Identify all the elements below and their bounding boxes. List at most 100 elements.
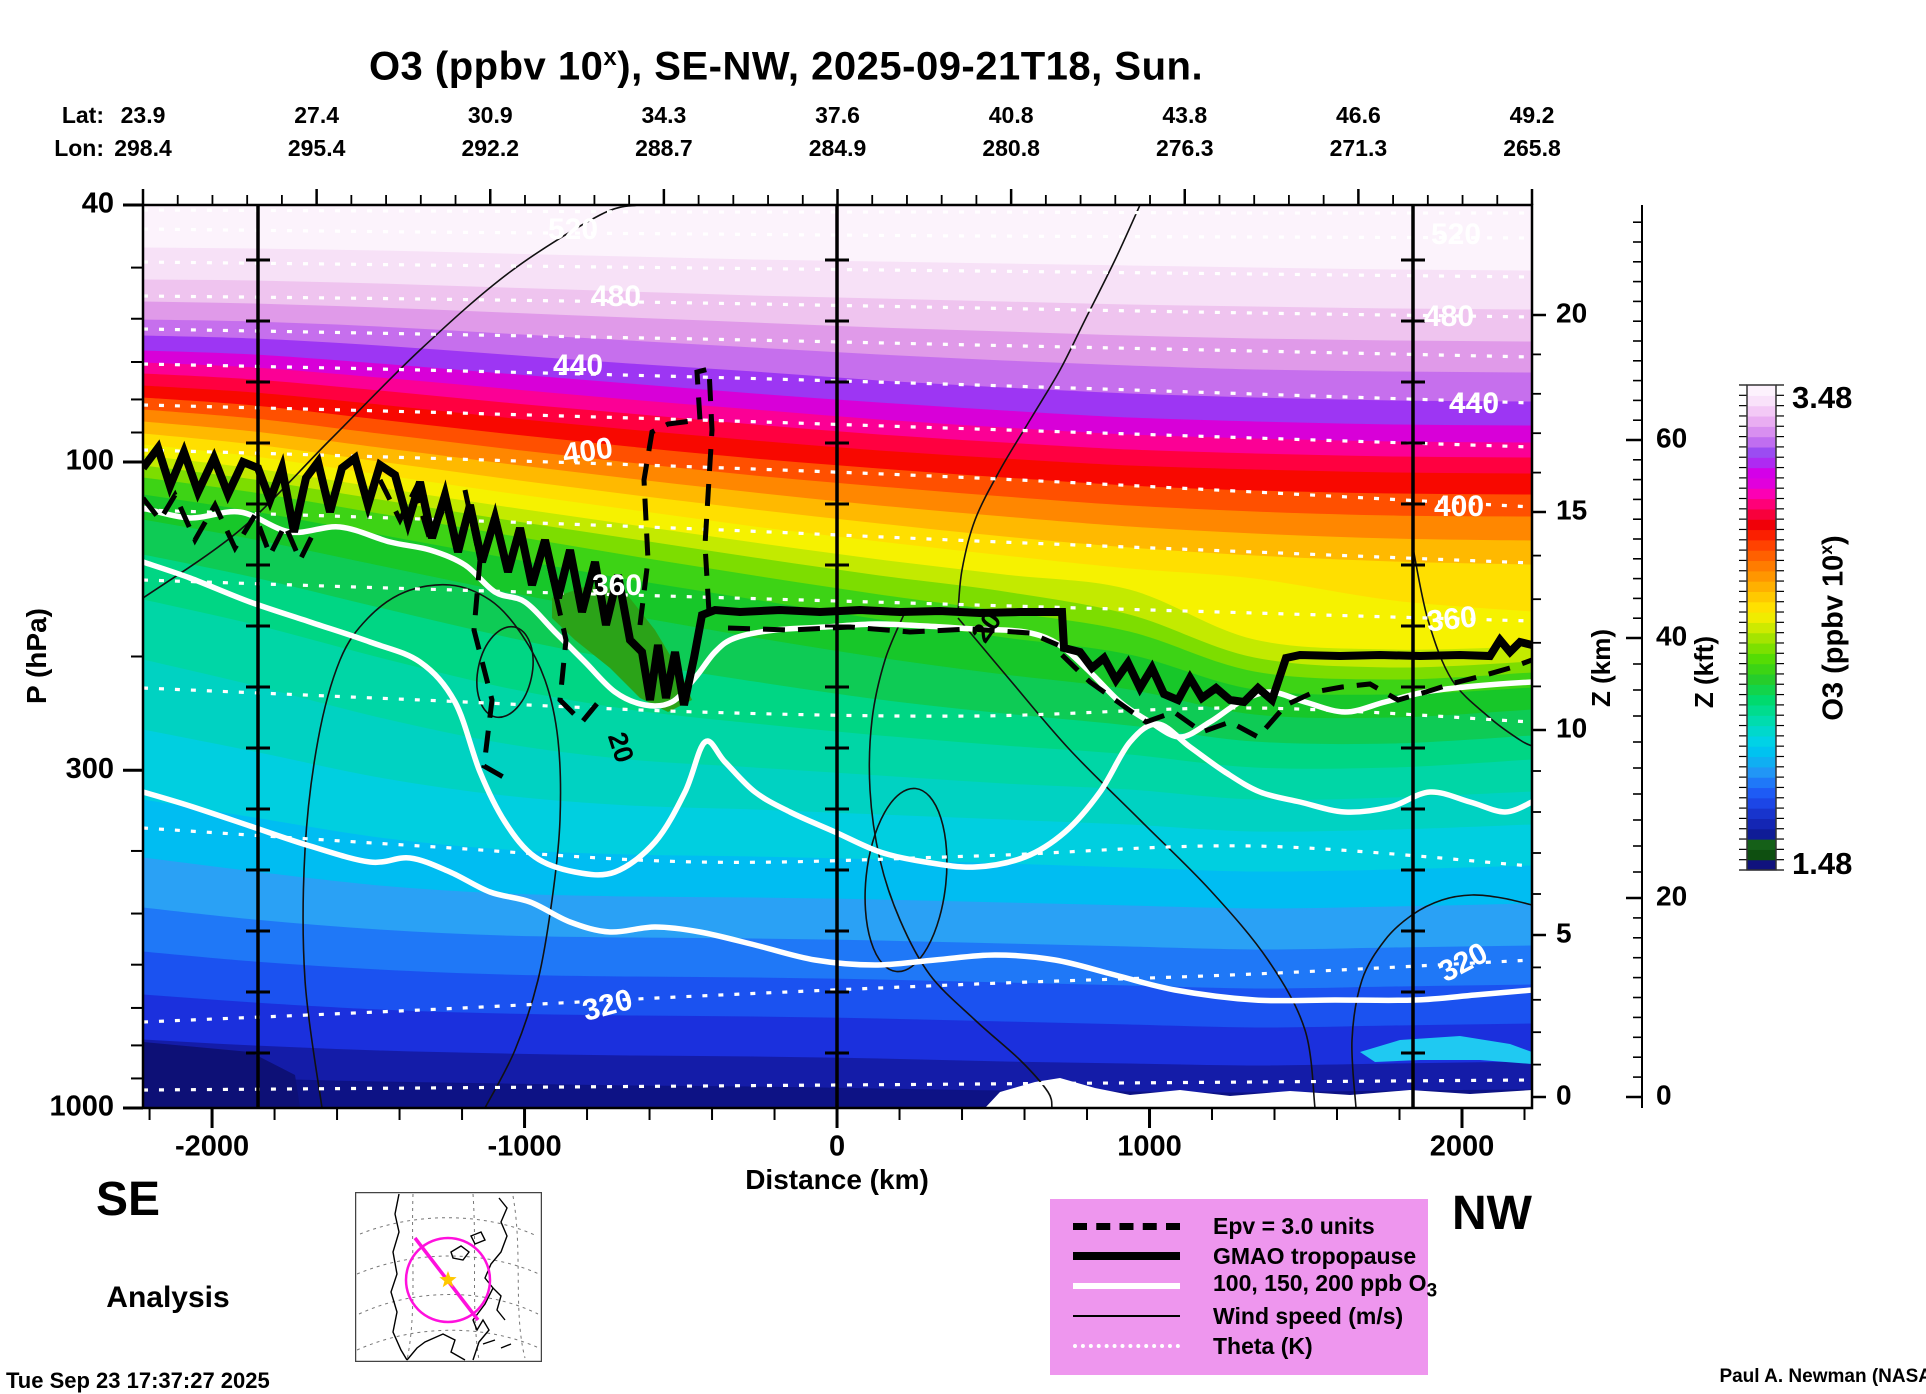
wind-contour (1412, 547, 1532, 747)
theta-label: 360 (592, 569, 642, 602)
axis-tick-label: 40 (1656, 620, 1687, 651)
colorbar-swatch (1747, 642, 1776, 654)
legend-item-o3: 100, 150, 200 ppb O3 (1050, 1270, 1437, 1301)
legend-label-o3-text: 100, 150, 200 ppb O (1213, 1269, 1427, 1296)
legend-label-o3-sub: 3 (1426, 1280, 1438, 1302)
axis-tick-label: 20 (1556, 297, 1587, 328)
o3-isopleth (143, 559, 1532, 878)
axis-tick-label: -1000 (487, 1131, 561, 1163)
lat-row-label: Lat: (61, 102, 104, 128)
colorbar-swatch (1747, 673, 1776, 685)
colorbar-swatch (1747, 632, 1776, 644)
lat-value: 30.9 (467, 102, 513, 128)
lat-value: 37.6 (815, 102, 860, 128)
wind-contour-loop (864, 787, 948, 973)
colorbar-swatch (1747, 446, 1776, 458)
legend-item-wind: Wind speed (m/s) (1050, 1301, 1428, 1331)
legend: Epv = 3.0 units GMAO tropopause 100, 150… (1050, 1199, 1437, 1375)
theta-contour-520 (143, 227, 1532, 240)
axis-tick-label: 60 (1656, 422, 1687, 453)
timestamp: Tue Sep 23 17:37:27 2025 (6, 1368, 270, 1393)
theta-contour-480 (143, 294, 1532, 319)
colorbar-swatch (1747, 622, 1776, 634)
map-coastline (390, 1193, 512, 1361)
epv-line-sample (1073, 1222, 1180, 1230)
z-km-axis-label: Z (km) (1586, 629, 1616, 707)
axis-tick-label: 0 (1656, 1079, 1672, 1110)
colorbar-swatch (1747, 570, 1776, 582)
theta-label: 360 (1425, 600, 1478, 638)
colorbar-swatch (1747, 601, 1776, 613)
colorbar-swatch (1747, 467, 1776, 479)
axis-tick-label: 1000 (1117, 1131, 1182, 1163)
colorbar (1739, 384, 1784, 871)
colorbar-swatch (1747, 684, 1776, 696)
axis-tick-label: -2000 (175, 1131, 249, 1163)
axis-tick-label: 0 (1556, 1079, 1572, 1110)
lat-value: 34.3 (641, 102, 687, 128)
theta-label: 440 (553, 349, 603, 382)
lon-value: 295.4 (287, 135, 346, 161)
page-title: O3 (ppbv 10x), SE-NW, 2025-09-21T18, Sun… (0, 44, 1572, 89)
colorbar-swatch (1747, 498, 1776, 510)
colorbar-swatch (1747, 715, 1776, 727)
colorbar-swatch (1747, 529, 1776, 541)
colorbar-swatch (1747, 756, 1776, 768)
epv-contour (1060, 653, 1532, 741)
map-range-circle (404, 1236, 492, 1324)
colorbar-swatch (1747, 395, 1776, 407)
theta-contour-420 (143, 403, 1532, 449)
lon-value: 276.3 (1155, 135, 1214, 161)
title-prefix: O3 (ppbv 10 (368, 44, 604, 89)
lat-value: 46.6 (1335, 102, 1381, 128)
colorbar-swatch (1747, 436, 1776, 448)
legend-label-o3: 100, 150, 200 ppb O3 (1213, 1270, 1437, 1303)
colorbar-title-prefix: O3 (ppbv 10 (1817, 554, 1850, 721)
theta-contour-440 (143, 362, 1532, 405)
legend-item-tropopause: GMAO tropopause (1050, 1241, 1428, 1271)
o3-line-sample (1073, 1283, 1180, 1289)
field-patch (1360, 1036, 1532, 1064)
colorbar-swatch (1747, 859, 1776, 871)
epv-contour (143, 489, 318, 566)
lon-value: 292.2 (461, 135, 520, 161)
lon-value: 271.3 (1329, 135, 1388, 161)
colorbar-swatch (1747, 612, 1776, 623)
wind-contour (868, 611, 1053, 1108)
colorbar-swatch (1747, 653, 1776, 665)
colorbar-swatch (1747, 508, 1776, 520)
colorbar-swatch (1747, 477, 1776, 489)
colorbar-swatch (1747, 426, 1776, 438)
field-patch (985, 1078, 1532, 1108)
axis-tick-label: 1000 (49, 1091, 114, 1123)
axis-tick-label: 100 (66, 445, 114, 477)
legend-label-epv: Epv = 3.0 units (1213, 1212, 1375, 1239)
theta-contour-360 (143, 578, 1532, 623)
map-inset (355, 1192, 542, 1362)
colorbar-swatch (1747, 725, 1776, 737)
colorbar-swatch (1747, 415, 1776, 427)
field-patch (552, 585, 692, 712)
pressure-axis-label: P (hPa) (21, 608, 52, 704)
theta-contour-310 (143, 1078, 1532, 1092)
epv-line (143, 365, 1532, 781)
colorbar-swatch (1747, 539, 1776, 551)
theta-label: 400 (1434, 490, 1484, 523)
colorbar-swatch (1747, 787, 1776, 799)
colorbar-swatch (1747, 704, 1776, 716)
colorbar-swatch (1747, 519, 1776, 531)
theta-contour-320 (143, 958, 1532, 1024)
epv-contour (637, 365, 715, 626)
theta-contour-460 (143, 327, 1532, 359)
lat-value: 23.9 (120, 102, 166, 128)
axis-tick-label: 2000 (1430, 1131, 1495, 1163)
theta-label: 480 (591, 280, 641, 313)
colorbar-max-label: 3.48 (1792, 380, 1853, 415)
lat-value: 49.2 (1509, 102, 1555, 128)
colorbar-swatch (1747, 560, 1776, 572)
axis-tick-label: 300 (66, 753, 114, 785)
colorbar-title-exponent: x (1816, 545, 1836, 555)
wind-contour (957, 617, 1316, 1108)
colorbar-swatch (1747, 457, 1776, 469)
